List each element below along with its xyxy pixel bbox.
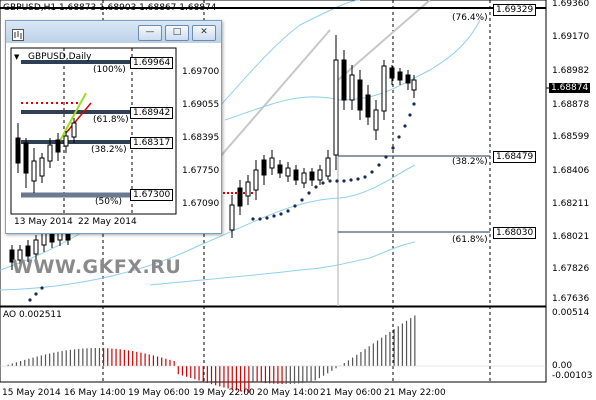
close-icon: ✕	[200, 27, 208, 37]
inset-price-label: 1.68395	[182, 133, 220, 143]
minimize-icon: —	[145, 27, 155, 37]
inset-window-titlebar[interactable]: — □ ✕	[6, 21, 221, 43]
watermark: WWW.GKFX.RU	[12, 256, 182, 278]
inset-time-label: 13 May 2014	[14, 217, 73, 227]
inset-level-618: 1.68942	[130, 107, 174, 119]
ao-scale-top: 0.00514	[552, 308, 590, 318]
time-label: 21 May 06:00	[320, 388, 382, 398]
fib-level-38-value: 1.68479	[493, 151, 537, 163]
time-label: 19 May 22:00	[193, 388, 255, 398]
inset-price-label: 1.69700	[182, 67, 220, 77]
inset-pct-382: (38.2%)	[91, 145, 127, 155]
inset-price-label: 1.67090	[182, 199, 220, 209]
inset-level-50: 1.67300	[130, 189, 174, 201]
ao-scale-bottom: -0.00103	[552, 371, 593, 381]
time-label: 21 May 22:00	[384, 388, 446, 398]
close-button[interactable]: ✕	[192, 25, 216, 41]
inset-level-382: 1.68317	[130, 137, 174, 149]
inset-pct-100: (100%)	[93, 65, 126, 75]
price-label: 1.67826	[552, 264, 590, 274]
inset-pct-618: (61.8%)	[93, 115, 129, 125]
inset-chart-title: GBPUSD,Daily	[28, 52, 92, 62]
inset-price-label: 1.67750	[182, 166, 220, 176]
time-label: 15 May 2014	[2, 388, 61, 398]
inset-level-100: 1.69964	[130, 57, 174, 69]
price-label: 1.68982	[552, 66, 590, 76]
inset-chart-canvas	[10, 47, 177, 215]
chart-title: GBPUSD,H1 1.68873 1.68903 1.68867 1.6887…	[3, 3, 217, 13]
inset-time-label: 22 May 2014	[78, 217, 137, 227]
price-label: 1.68406	[552, 166, 590, 176]
fib-level-38-pct: (38.2%)	[452, 157, 488, 167]
chart-window-icon	[12, 26, 24, 41]
minimize-button[interactable]: —	[138, 25, 162, 41]
time-label: 16 May 14:00	[64, 388, 126, 398]
price-label: 1.69170	[552, 32, 590, 42]
maximize-icon: □	[172, 27, 182, 37]
price-label: 1.68021	[552, 232, 590, 242]
fib-level-61-pct: (61.8%)	[452, 235, 488, 245]
time-label: 20 May 14:00	[257, 388, 319, 398]
inset-pct-50: (50%)	[95, 197, 123, 207]
fib-level-76-pct: (76.4%)	[452, 13, 488, 23]
fib-level-61-value: 1.68030	[493, 227, 537, 239]
price-label: 1.68599	[552, 132, 590, 142]
inset-chart-window[interactable]: — □ ✕ GBPUSD,Daily ▼ 1.69700 1.69055 1.	[5, 20, 222, 234]
ao-scale-zero: 0.00	[552, 361, 573, 371]
current-price-badge: 1.68874	[549, 83, 591, 93]
price-label: 1.68211	[552, 199, 590, 209]
dropdown-arrow-icon[interactable]: ▼	[14, 53, 20, 61]
maximize-button[interactable]: □	[165, 25, 189, 41]
time-label: 19 May 06:00	[128, 388, 190, 398]
inset-price-label: 1.69055	[182, 100, 220, 110]
ao-label: AO 0.002511	[3, 310, 62, 320]
price-label: 1.69360	[552, 0, 590, 9]
price-label: 1.68878	[552, 100, 590, 110]
price-label: 1.67636	[552, 294, 590, 304]
fib-level-76-value: 1.69329	[493, 4, 537, 16]
